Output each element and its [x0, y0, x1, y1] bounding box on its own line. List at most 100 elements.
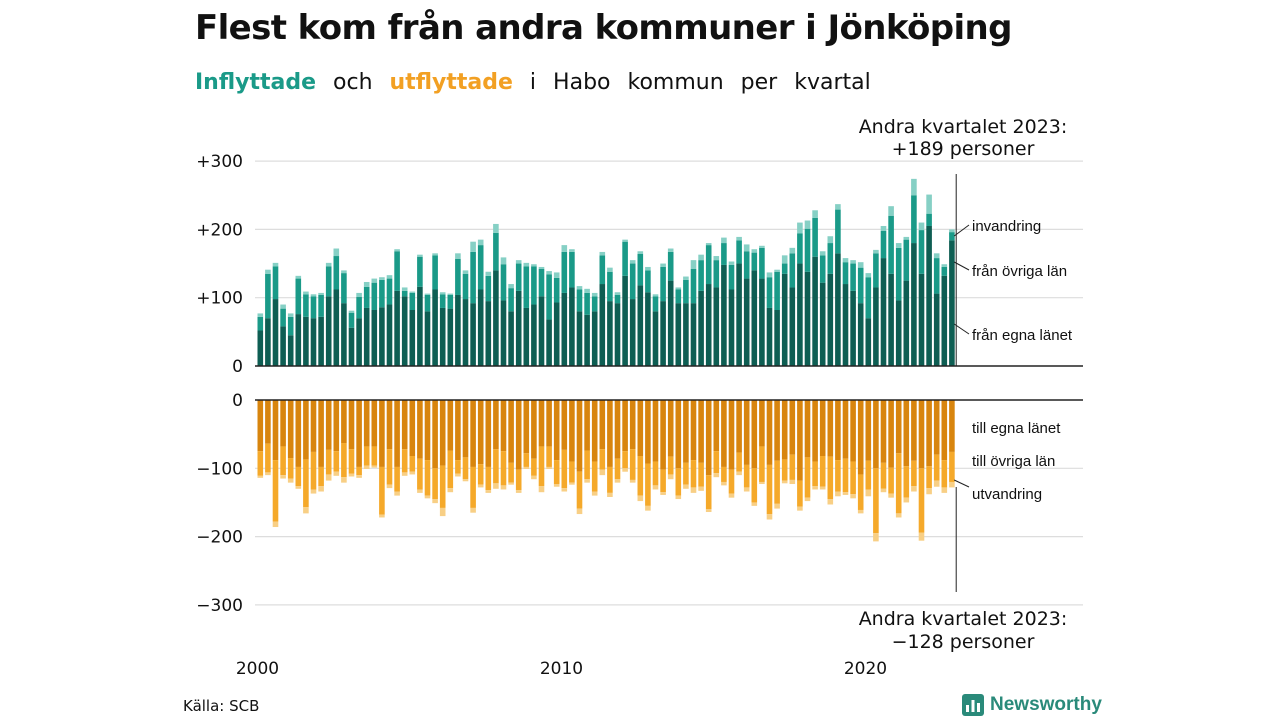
inflow-bar-segment: [493, 232, 499, 271]
outflow-bar-segment: [835, 491, 841, 497]
inflow-bar-segment: [766, 307, 773, 366]
inflow-bar-segment: [447, 293, 454, 295]
inflow-bar-segment: [310, 294, 317, 297]
outflow-bar-segment: [873, 468, 879, 534]
outflow-bar-segment: [903, 466, 910, 498]
inflow-bar-segment: [341, 303, 347, 366]
inflow-bar-segment: [949, 229, 955, 233]
inflow-bar-segment: [272, 262, 279, 267]
inflow-bar-segment: [462, 270, 469, 274]
inflow-bar-segment: [295, 275, 302, 279]
outflow-bar-segment: [394, 400, 400, 467]
inflow-bar-segment: [873, 287, 879, 366]
inflow-bar-segment: [903, 236, 910, 240]
outflow-bar-segment: [728, 400, 735, 470]
outflow-bar-segment: [903, 400, 910, 467]
outflow-bar-segment: [401, 449, 408, 473]
outflow-bar-segment: [865, 460, 872, 490]
inflow-bar-segment: [333, 289, 340, 366]
inflow-bar-segment: [561, 292, 568, 366]
label-layer: +300 +200 +100 0 0 −100 −200 −300 2000 2010 2020 An…: [196, 116, 1073, 679]
outflow-bar-segment: [477, 400, 484, 465]
inflow-bar-segment: [797, 222, 803, 234]
outflow-bar-segment: [569, 400, 575, 462]
inflow-bar-segment: [850, 263, 856, 291]
inflow-bar-segment: [607, 271, 613, 302]
inflow-bar-segment: [819, 251, 826, 256]
series-leader: [953, 224, 970, 237]
outflow-bar-segment: [485, 490, 492, 493]
inflow-bar-segment: [652, 294, 659, 297]
outflow-bar-segment: [493, 400, 499, 450]
outflow-bar-segment: [417, 458, 423, 490]
inflow-bar-segment: [926, 213, 932, 226]
inflow-bar-segment: [538, 266, 545, 270]
annotation-top-line1: Andra kvartalet 2023:: [859, 116, 1068, 138]
outflow-bar-segment: [667, 474, 674, 480]
outflow-bar-segment: [523, 453, 530, 467]
outflow-bar-segment: [774, 460, 780, 504]
inflow-bar-segment: [918, 230, 925, 274]
inflow-bar-segment: [713, 287, 720, 366]
outflow-bar-segment: [409, 456, 416, 472]
outflow-bar-segment: [622, 400, 628, 452]
chart-title: Flest kom från andra kommuner i Jönköpin…: [195, 8, 1012, 48]
outflow-bar-segment: [303, 507, 309, 514]
outflow-bar-segment: [789, 400, 796, 455]
inflow-bar-segment: [827, 273, 834, 366]
outflow-bar-segment: [660, 469, 666, 493]
inflow-bar-segment: [728, 261, 735, 265]
outflow-bar-segment: [515, 469, 522, 491]
inflow-bar-segment: [888, 215, 894, 274]
inflow-bar-segment: [272, 299, 279, 366]
inflow-bar-segment: [637, 251, 644, 254]
inflow-bar-segment: [622, 275, 628, 366]
outflow-bar-segment: [409, 400, 416, 457]
source-note: Källa: SCB: [183, 697, 260, 715]
outflow-bar-segment: [462, 400, 469, 458]
inflow-bar-segment: [477, 239, 484, 246]
outflow-bar-segment: [842, 458, 849, 493]
outflow-bar-segment: [599, 469, 606, 476]
outflow-bar-segment: [903, 497, 910, 503]
inflow-bar-segment: [774, 309, 780, 366]
inflow-bar-segment: [401, 290, 408, 297]
outflow-bar-segment: [797, 480, 803, 507]
inflow-bar-segment: [911, 178, 917, 196]
outflow-bar-segment: [576, 400, 583, 472]
outflow-bar-segment: [842, 492, 849, 495]
outflow-bar-segment: [797, 400, 803, 481]
inflow-bar-segment: [485, 301, 492, 367]
outflow-bar-segment: [766, 464, 773, 515]
inflow-bar-segment: [880, 258, 887, 366]
inflow-bar-segment: [743, 278, 750, 366]
outflow-bar-segment: [804, 400, 811, 458]
inflow-bar-segment: [911, 195, 917, 244]
outflow-bar-segment: [713, 451, 720, 474]
y-tick-label-top: +200: [196, 220, 243, 240]
outflow-bar-segment: [705, 509, 712, 513]
inflow-bar-segment: [515, 263, 522, 291]
inflow-bar-segment: [728, 289, 735, 366]
inflow-bar-segment: [751, 252, 758, 271]
inflow-bar-segment: [280, 326, 286, 366]
outflow-bar-segment: [804, 457, 811, 498]
inflow-bar-segment: [455, 294, 461, 366]
outflow-bar-segment: [310, 489, 317, 494]
outflow-bar-segment: [591, 400, 598, 462]
outflow-bar-segment: [645, 505, 651, 511]
inflow-bar-segment: [721, 243, 727, 265]
bar-chart-icon: [962, 694, 984, 716]
outflow-bar-segment: [895, 513, 902, 518]
outflow-bar-segment: [401, 472, 408, 476]
outflow-bar-segment: [918, 468, 925, 533]
outflow-bar-segment: [356, 466, 362, 476]
outflow-bar-segment: [888, 400, 894, 468]
inflow-bar-segment: [933, 258, 940, 294]
outflow-bar-segment: [690, 400, 697, 461]
inflow-bar-segment: [751, 270, 758, 366]
outflow-bar-segment: [485, 400, 492, 467]
outflow-bar-segment: [310, 451, 317, 490]
inflow-bar-segment: [569, 251, 575, 288]
inflow-bar-segment: [561, 245, 568, 252]
